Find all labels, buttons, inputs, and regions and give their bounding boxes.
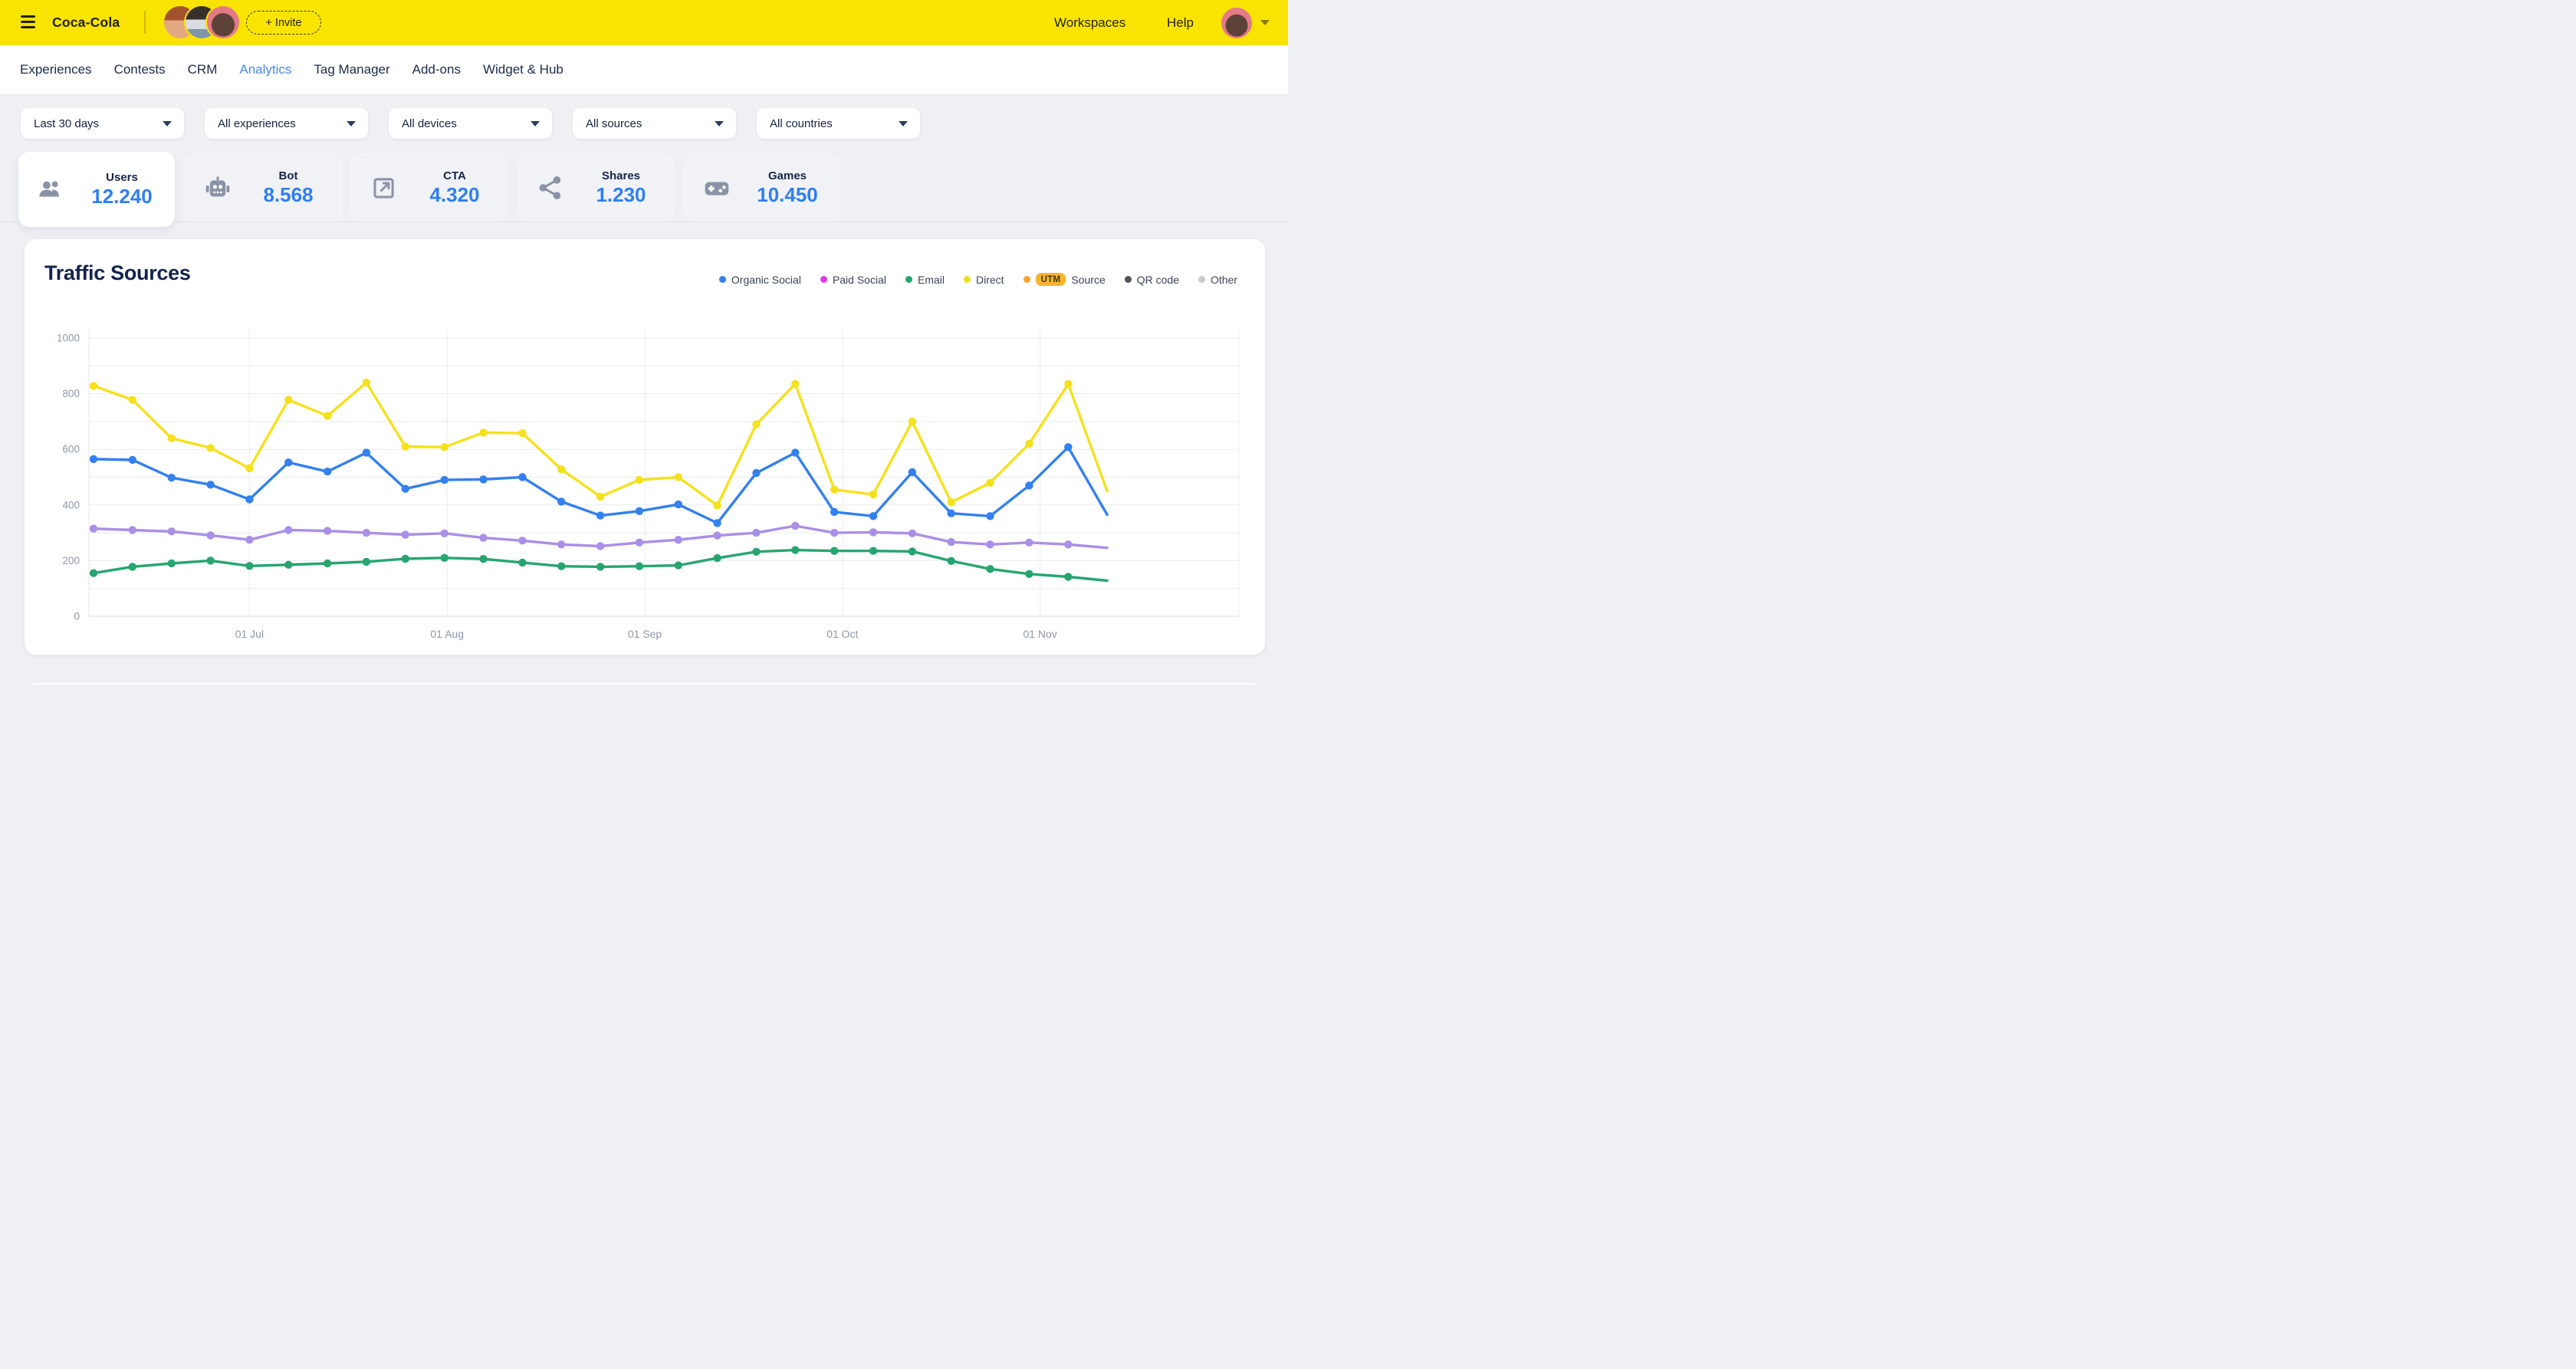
metric-value: 1.230: [596, 183, 646, 207]
filter-all-experiences[interactable]: All experiences: [205, 108, 368, 139]
cta-icon: [370, 174, 398, 202]
games-icon: [703, 174, 731, 202]
team-avatars[interactable]: [164, 6, 239, 38]
legend-item-utm-source[interactable]: UTM Source: [1024, 273, 1106, 286]
svg-text:01 Aug: 01 Aug: [430, 628, 464, 640]
metric-tab-games[interactable]: Games10.450: [684, 154, 840, 222]
user-avatar[interactable]: [1221, 8, 1252, 38]
legend-label: QR code: [1137, 274, 1179, 286]
filter-value: All sources: [586, 117, 642, 130]
legend-item-qr-code[interactable]: QR code: [1125, 274, 1179, 286]
filter-all-countries[interactable]: All countries: [757, 108, 920, 139]
metric-value: 10.450: [757, 183, 818, 207]
chart-legend: Organic Social Paid Social Email Direct UTM S…: [719, 273, 1237, 286]
legend-dot-icon: [719, 276, 726, 283]
filter-value: All countries: [770, 117, 833, 130]
filter-value: All devices: [402, 117, 457, 130]
filter-all-devices[interactable]: All devices: [389, 108, 552, 139]
metric-tabs: Users12.240Bot8.568CTA4.320Shares1.230Ga…: [18, 152, 840, 227]
svg-text:01 Nov: 01 Nov: [1023, 628, 1056, 640]
chart-title: Traffic Sources: [44, 261, 191, 285]
chevron-down-icon: [531, 121, 540, 126]
legend-item-paid-social[interactable]: Paid Social: [820, 274, 886, 286]
nav-item-add-ons[interactable]: Add-ons: [412, 62, 461, 77]
filter-bar: Last 30 days All experiences All devices Al…: [21, 108, 920, 139]
legend-label: Organic Social: [731, 274, 801, 286]
legend-dot-icon: [905, 276, 912, 283]
next-section-card-edge: [28, 683, 1260, 684]
nav-item-analytics[interactable]: Analytics: [239, 62, 291, 77]
filter-value: All experiences: [218, 117, 296, 130]
metric-tab-cta[interactable]: CTA4.320: [351, 154, 508, 222]
legend-dot-icon: [1198, 276, 1205, 283]
team-avatar-3[interactable]: [207, 6, 239, 38]
nav-item-experiences[interactable]: Experiences: [20, 62, 92, 77]
svg-text:600: 600: [62, 444, 80, 455]
svg-text:200: 200: [62, 555, 80, 566]
hamburger-menu-icon[interactable]: [21, 15, 35, 28]
metric-tab-bot[interactable]: Bot8.568: [185, 154, 341, 222]
nav-item-contests[interactable]: Contests: [114, 62, 166, 77]
chevron-down-icon: [347, 121, 356, 126]
legend-dot-icon: [1024, 276, 1030, 283]
nav-item-widget-hub[interactable]: Widget & Hub: [483, 62, 564, 77]
bot-icon: [204, 174, 232, 202]
legend-dot-icon: [820, 276, 827, 283]
metric-label: Bot: [279, 169, 298, 182]
legend-dot-icon: [964, 276, 971, 283]
nav-item-crm[interactable]: CRM: [188, 62, 218, 77]
metric-value: 8.568: [263, 183, 313, 207]
filter-all-sources[interactable]: All sources: [573, 108, 736, 139]
workspace-name: Coca-Cola: [52, 15, 120, 31]
users-icon: [37, 176, 64, 203]
metric-tab-users[interactable]: Users12.240: [18, 152, 175, 227]
metric-label: Shares: [602, 169, 640, 182]
svg-text:0: 0: [74, 611, 80, 622]
filter-last-30-days[interactable]: Last 30 days: [21, 108, 184, 139]
nav-item-tag-manager[interactable]: Tag Manager: [314, 62, 389, 77]
legend-label: Email: [918, 274, 945, 286]
workspaces-link[interactable]: Workspaces: [1054, 15, 1125, 31]
svg-text:01 Sep: 01 Sep: [628, 628, 662, 640]
svg-text:400: 400: [62, 499, 80, 511]
svg-text:01 Oct: 01 Oct: [826, 628, 858, 640]
invite-button[interactable]: + Invite: [246, 11, 321, 34]
legend-label: Source: [1071, 274, 1105, 286]
legend-item-direct[interactable]: Direct: [964, 274, 1004, 286]
chevron-down-icon: [715, 121, 724, 126]
svg-text:01 Jul: 01 Jul: [235, 628, 264, 640]
help-link[interactable]: Help: [1167, 15, 1194, 31]
filter-value: Last 30 days: [34, 117, 99, 130]
svg-text:1000: 1000: [57, 333, 80, 344]
shares-icon: [537, 174, 564, 202]
metric-tab-shares[interactable]: Shares1.230: [518, 154, 674, 222]
user-menu-caret-icon[interactable]: [1260, 20, 1270, 25]
legend-item-other[interactable]: Other: [1198, 274, 1237, 286]
metric-label: Games: [768, 169, 807, 182]
traffic-sources-chart: 0 200 400 600 800 1000 01 Jul 01 Aug 01 Sep 01 Oc…: [25, 325, 1267, 655]
legend-label: Paid Social: [833, 274, 886, 286]
main-nav: Experiences Contests CRM Analytics Tag Manag…: [0, 45, 1288, 95]
metric-label: Users: [106, 171, 138, 184]
svg-text:800: 800: [62, 388, 80, 399]
legend-label: Direct: [976, 274, 1004, 286]
legend-label: Other: [1211, 274, 1237, 286]
legend-dot-icon: [1125, 276, 1132, 283]
chevron-down-icon: [899, 121, 908, 126]
metric-value: 12.240: [91, 185, 153, 208]
legend-item-email[interactable]: Email: [905, 274, 945, 286]
legend-item-organic-social[interactable]: Organic Social: [719, 274, 801, 286]
chevron-down-icon: [163, 121, 172, 126]
analytics-page: Coca-Cola + Invite Workspaces Help Exper…: [0, 0, 1288, 684]
traffic-sources-card: Traffic Sources Organic Social Paid Socia…: [24, 238, 1266, 655]
metric-label: CTA: [443, 169, 466, 182]
utm-badge: UTM: [1036, 273, 1066, 286]
topbar-divider: [144, 11, 146, 34]
top-bar: Coca-Cola + Invite Workspaces Help: [0, 0, 1288, 45]
metric-value: 4.320: [429, 183, 479, 207]
